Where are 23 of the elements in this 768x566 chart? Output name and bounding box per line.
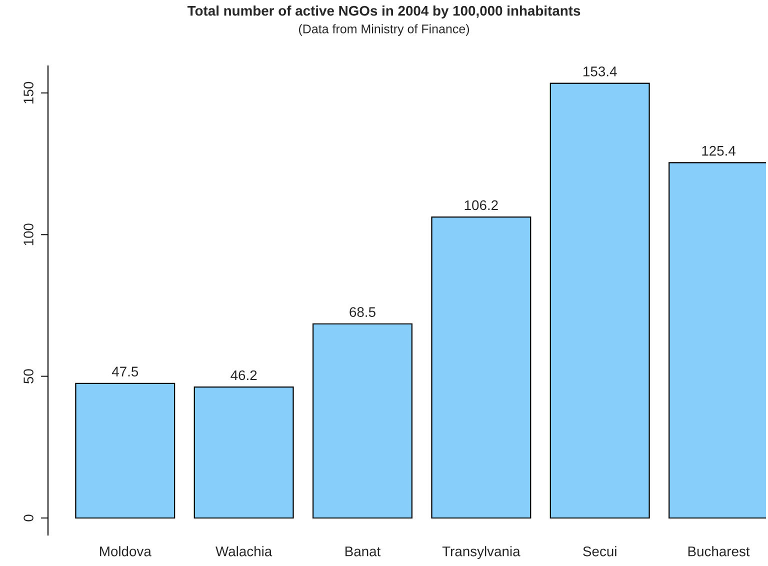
bar [312, 323, 412, 519]
data-label: 106.2 [464, 200, 498, 210]
chart-subtitle: (Data from Ministry of Finance) [298, 24, 470, 36]
bar [75, 382, 176, 519]
x-tick-label: Walachia [216, 546, 272, 556]
x-tick-label: Banat [345, 546, 381, 556]
bar [431, 216, 532, 519]
x-tick-label: Moldova [100, 546, 152, 556]
y-tick-label: 0 [24, 514, 34, 522]
x-tick-label: Transylvania [442, 546, 520, 560]
data-label: 153.4 [584, 66, 617, 76]
data-label: 68.5 [350, 307, 376, 317]
bar [550, 82, 650, 519]
data-label: 46.2 [230, 370, 257, 380]
chart-title: Total number of active NGOs in 2004 by 100,000 inhabitants [187, 6, 580, 18]
x-tick-label: Bucharest [688, 546, 750, 556]
y-tick-label: 50 [24, 369, 34, 384]
data-label: 47.5 [112, 366, 138, 376]
y-tick-label: 150 [24, 82, 34, 104]
x-tick-label: Secui [583, 546, 616, 556]
y-tick-label: 100 [24, 224, 34, 246]
data-label: 125.4 [702, 146, 736, 156]
bar [194, 386, 294, 519]
